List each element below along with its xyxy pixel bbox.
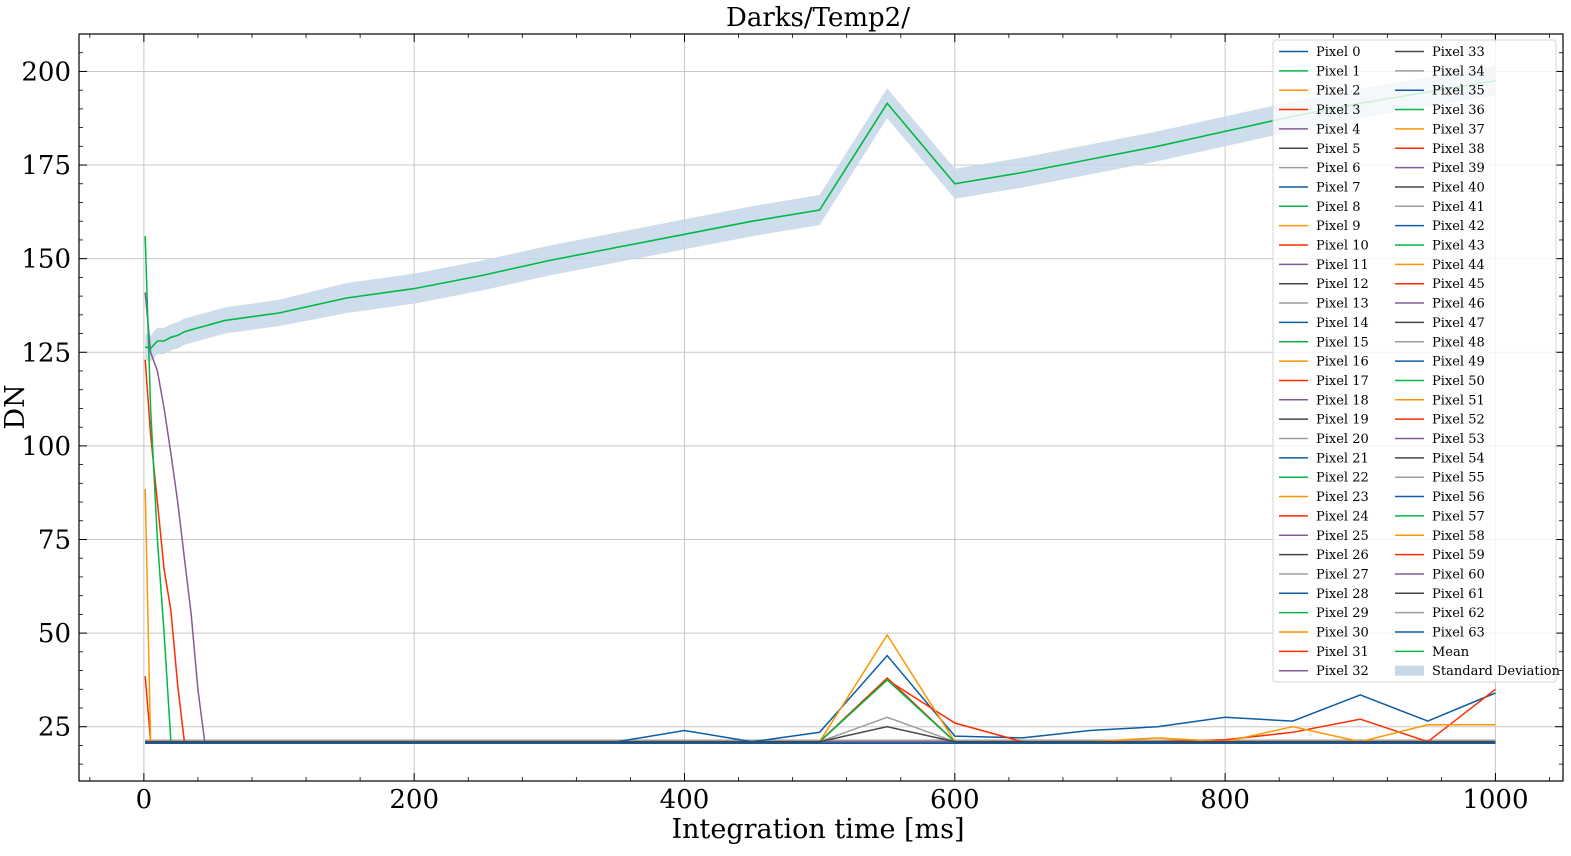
legend-entry-label: Pixel 1: [1316, 64, 1361, 79]
legend-entry-label: Pixel 6: [1316, 161, 1361, 176]
y-tick-label: 75: [38, 525, 71, 555]
legend-entry-label: Pixel 21: [1316, 451, 1369, 466]
y-axis-label: DN: [0, 384, 31, 429]
legend-entry-label: Pixel 35: [1432, 84, 1485, 99]
legend-entry-label: Pixel 17: [1316, 374, 1369, 389]
plot-area: [144, 65, 1496, 744]
x-tick-label: 1000: [1462, 785, 1528, 815]
legend-entry-label: Pixel 30: [1316, 626, 1369, 641]
legend-entry-label: Pixel 47: [1432, 316, 1485, 331]
series-line-mean: [144, 80, 1496, 350]
legend-entry-label: Pixel 62: [1432, 606, 1485, 621]
standard-deviation-band: [145, 65, 1496, 362]
chart-title: Darks/Temp2/: [726, 3, 910, 33]
legend-entry-label: Pixel 14: [1316, 316, 1369, 331]
x-tick-label: 400: [660, 785, 710, 815]
legend-entry-label: Pixel 22: [1316, 471, 1369, 486]
legend-entry-label: Pixel 55: [1432, 471, 1485, 486]
legend-entry-label: Pixel 20: [1316, 432, 1369, 447]
legend-entry-label: Pixel 40: [1432, 180, 1485, 195]
axis-ticks: 0 200 400 600 800 1000 25 50 75 100 125 150 175 200: [21, 34, 1563, 815]
y-tick-label: 175: [21, 151, 71, 181]
legend-entry-label: Pixel 37: [1432, 122, 1485, 137]
legend-entry-label: Pixel 61: [1432, 587, 1485, 602]
legend-entry-label: Pixel 15: [1316, 335, 1369, 350]
legend-entry-label: Pixel 26: [1316, 548, 1369, 563]
legend-entry-label: Pixel 44: [1432, 258, 1485, 273]
legend-entry-label: Pixel 38: [1432, 142, 1485, 157]
x-tick-label: 800: [1200, 785, 1250, 815]
legend-entry-label: Pixel 10: [1316, 239, 1369, 254]
legend-entry-label: Pixel 39: [1432, 161, 1485, 176]
legend-swatch: [1395, 665, 1424, 676]
legend-entry-label: Pixel 36: [1432, 103, 1485, 118]
y-tick-label: 100: [21, 432, 71, 462]
series-line-pixel-5: [145, 725, 1496, 743]
legend-entry-label: Pixel 25: [1316, 529, 1369, 544]
legend-entry-label: Pixel 28: [1316, 587, 1369, 602]
x-tick-label: 600: [930, 785, 980, 815]
legend: Pixel 0 Pixel 1 Pixel 2 Pixel 3 Pixel 4 Pixel…: [1272, 39, 1561, 683]
legend-entry-label: Pixel 0: [1316, 45, 1361, 60]
legend-entry-label: Pixel 56: [1432, 490, 1485, 505]
legend-entry-label: Pixel 12: [1316, 277, 1369, 292]
legend-entry-label: Pixel 46: [1432, 297, 1485, 312]
legend-entry-label: Pixel 23: [1316, 490, 1369, 505]
legend-entry-label: Standard Deviation: [1432, 664, 1561, 679]
legend-entry-label: Pixel 31: [1316, 645, 1369, 660]
legend-entry-label: Pixel 33: [1432, 45, 1485, 60]
legend-entry-label: Pixel 53: [1432, 432, 1485, 447]
x-tick-label: 200: [389, 785, 439, 815]
legend-entry-label: Pixel 27: [1316, 567, 1369, 582]
y-tick-label: 125: [21, 338, 71, 368]
legend-entry-label: Pixel 18: [1316, 393, 1369, 408]
legend-entry-label: Pixel 43: [1432, 239, 1485, 254]
y-tick-label: 150: [21, 245, 71, 275]
legend-entry-label: Pixel 24: [1316, 509, 1369, 524]
legend-entry-label: Pixel 59: [1432, 548, 1485, 563]
legend-entry-label: Pixel 50: [1432, 374, 1485, 389]
legend-entry-label: Pixel 60: [1432, 567, 1485, 582]
legend-entry-label: Pixel 13: [1316, 297, 1369, 312]
legend-entry-label: Pixel 16: [1316, 355, 1369, 370]
legend-entry-label: Pixel 57: [1432, 509, 1485, 524]
y-tick-label: 50: [38, 619, 71, 649]
x-axis-label: Integration time [ms]: [671, 814, 964, 845]
legend-entry-label: Pixel 48: [1432, 335, 1485, 350]
legend-entry-label: Pixel 11: [1316, 258, 1369, 273]
axes-frame: [78, 33, 1564, 782]
y-tick-label: 25: [38, 713, 71, 743]
legend-entry-label: Pixel 9: [1316, 219, 1361, 234]
legend-entry-label: Pixel 34: [1432, 64, 1485, 79]
legend-entry-label: Pixel 19: [1316, 413, 1369, 428]
legend-entry-label: Pixel 29: [1316, 606, 1369, 621]
plot-frame: [78, 33, 1564, 782]
legend-entry-label: Pixel 8: [1316, 200, 1361, 215]
legend-entry-label: Pixel 58: [1432, 529, 1485, 544]
legend-entry-label: Pixel 42: [1432, 219, 1485, 234]
legend-entry-label: Pixel 4: [1316, 122, 1361, 137]
legend-entry-label: Mean: [1432, 645, 1470, 660]
legend-entry-label: Pixel 3: [1316, 103, 1361, 118]
legend-entry-label: Pixel 63: [1432, 626, 1485, 641]
legend-entry-label: Pixel 32: [1316, 664, 1369, 679]
legend-entry-label: Pixel 51: [1432, 393, 1485, 408]
legend-entry-label: Pixel 45: [1432, 277, 1485, 292]
x-tick-label: 0: [136, 785, 153, 815]
legend-entry-label: Pixel 49: [1432, 355, 1485, 370]
legend-entry-label: Pixel 52: [1432, 413, 1485, 428]
legend-entry-label: Pixel 2: [1316, 84, 1361, 99]
legend-entry-label: Pixel 41: [1432, 200, 1485, 215]
y-tick-label: 200: [21, 57, 71, 87]
legend-entry-label: Pixel 7: [1316, 180, 1361, 195]
legend-entry-label: Pixel 54: [1432, 451, 1485, 466]
legend-entry-label: Pixel 5: [1316, 142, 1361, 157]
